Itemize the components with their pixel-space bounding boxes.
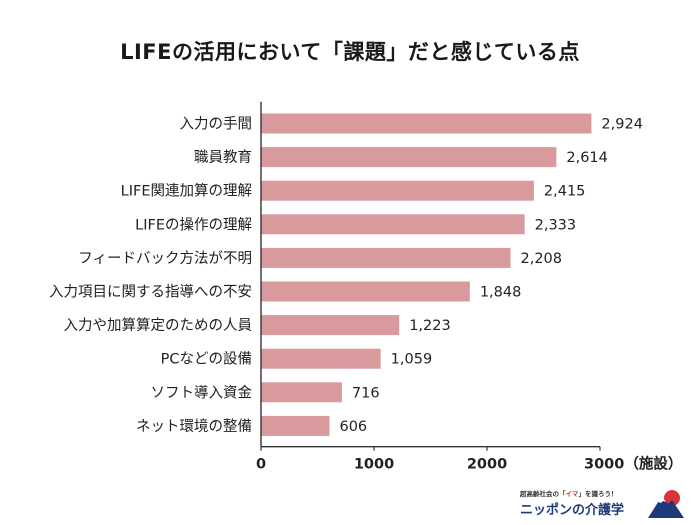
value-label: 2,924 bbox=[601, 117, 643, 133]
bar-3 bbox=[261, 180, 534, 201]
bar-4 bbox=[261, 214, 525, 235]
bar-2 bbox=[261, 147, 557, 168]
bar-5 bbox=[261, 247, 511, 268]
x-tick-label: 0 bbox=[256, 457, 266, 473]
category-label: 入力の手間 bbox=[180, 116, 253, 133]
bar-9 bbox=[261, 382, 342, 403]
value-label: 1,848 bbox=[480, 285, 522, 301]
bar-7 bbox=[261, 315, 400, 336]
value-label: 716 bbox=[352, 385, 380, 401]
logo-name: ニッポンの介護学 bbox=[520, 503, 625, 518]
chart-title: LIFEの活用において「課題」だと感じている点 bbox=[120, 40, 580, 64]
category-label: 入力や加算算定のための人員 bbox=[64, 317, 253, 334]
axes bbox=[260, 101, 600, 448]
bars-group bbox=[261, 113, 592, 436]
x-tick-label: 3000（施設） bbox=[584, 455, 682, 473]
category-label: 入力項目に関する指導への不安 bbox=[49, 284, 252, 301]
category-label: ネット環境の整備 bbox=[136, 417, 252, 435]
value-labels: 2,924 2,614 2,415 2,333 2,208 1,848 1,223 1,059… bbox=[339, 117, 642, 435]
category-label: 職員教育 bbox=[194, 149, 252, 166]
x-tick-label: 1000 bbox=[354, 457, 394, 473]
value-label: 1,059 bbox=[391, 352, 433, 368]
bar-8 bbox=[261, 348, 381, 369]
x-tick-labels: 0 1000 2000 3000（施設） bbox=[256, 446, 682, 473]
value-label: 2,415 bbox=[544, 184, 586, 200]
value-label: 2,614 bbox=[566, 150, 608, 166]
value-label: 1,223 bbox=[409, 318, 451, 334]
category-label: PCなどの設備 bbox=[161, 351, 252, 368]
x-tick-label: 2000 bbox=[467, 457, 507, 473]
value-label: 2,333 bbox=[535, 217, 577, 233]
bar-10 bbox=[261, 415, 330, 436]
value-label: 606 bbox=[339, 419, 367, 435]
logo-tagline: 超高齢社会の「イマ」を識ろう！ bbox=[520, 490, 618, 498]
category-label: LIFE関連加算の理解 bbox=[121, 183, 252, 200]
category-label: LIFEの操作の理解 bbox=[135, 216, 252, 233]
value-label: 2,208 bbox=[521, 251, 563, 267]
mountain-sun-icon bbox=[648, 490, 684, 518]
site-logo: 超高齢社会の「イマ」を識ろう！ ニッポンの介護学 bbox=[520, 486, 690, 522]
category-label: フィードバック方法が不明 bbox=[78, 250, 252, 267]
bar-1 bbox=[261, 113, 592, 134]
bar-6 bbox=[261, 281, 470, 302]
category-label: ソフト導入資金 bbox=[151, 384, 253, 401]
